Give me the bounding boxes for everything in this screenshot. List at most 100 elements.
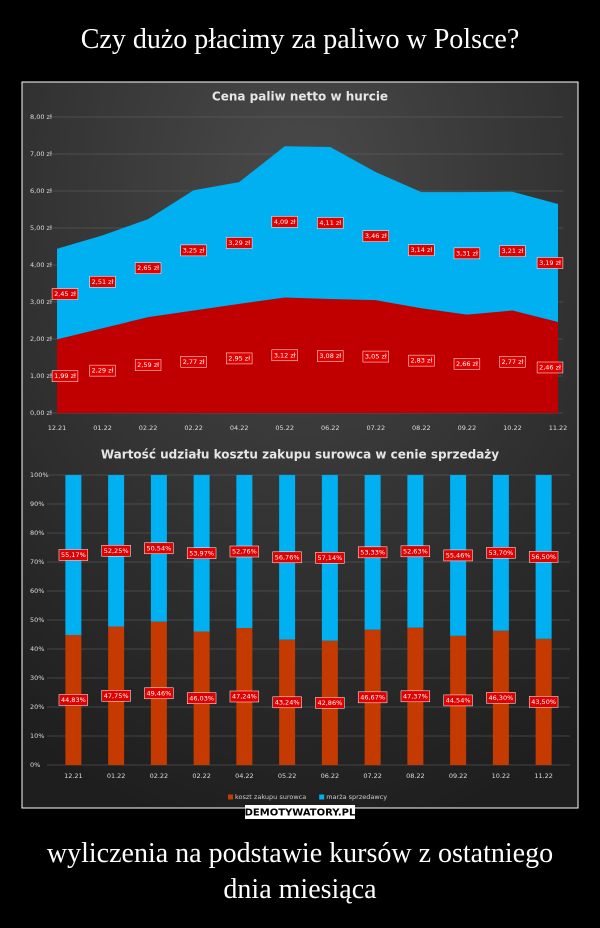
value-label: 3,31 zł [456,249,478,257]
value-label-box [229,690,260,703]
value-label-box [315,697,345,709]
y-tick-label: 4,00 zł [30,261,52,269]
value-label: 46,67% [360,693,385,701]
value-label-box [51,288,79,300]
x-tick-label: 06.22 [321,772,340,780]
x-tick-label: 02.22 [184,424,203,432]
legend-swatch [319,794,325,800]
value-label-box [362,350,389,363]
value-label-box [58,694,89,706]
value-label: 2,66 zł [456,360,478,368]
value-label-box [400,545,431,558]
value-label: 46,30% [488,694,513,702]
y-tick-label: 7,00 zł [30,150,52,158]
value-label: 52,63% [403,547,428,555]
y-tick-label: 70% [30,558,44,566]
y-tick-label: 90% [30,500,44,508]
value-label: 56,50% [531,553,556,561]
value-label-box [272,696,302,709]
value-label-box [186,692,217,705]
value-label: 44,54% [446,696,471,704]
value-label: 2,29 zł [92,367,114,375]
x-tick-label: 06.22 [321,424,340,432]
value-label-box [357,546,388,559]
y-tick-label: 1,00 zł [30,372,52,380]
x-tick-label: 12.21 [48,424,67,432]
value-label-box [536,257,564,269]
x-tick-label: 07.22 [363,772,382,780]
value-label-box [144,542,174,555]
y-tick-label: 10% [30,732,44,740]
value-label-box [226,237,253,249]
y-tick-label: 3,00 zł [30,298,52,306]
value-label-box [317,350,344,362]
x-tick-label: 07.22 [367,424,386,432]
x-tick-label: 04.22 [230,424,249,432]
value-label: 57,14% [317,554,342,562]
x-tick-label: 01.22 [93,424,112,432]
y-tick-label: 0,00 zł [30,409,52,417]
value-label-box [536,361,564,374]
value-label: 47,24% [232,693,257,701]
x-tick-label: 09.22 [458,424,477,432]
watermark: DEMOTYWATORY.PL [245,808,356,819]
value-label-box [486,547,516,559]
value-label: 46,03% [189,694,214,702]
value-label-box [89,364,116,377]
x-tick-label: 11.22 [549,424,568,432]
y-tick-label: 2,00 zł [30,335,52,343]
value-label-box [229,545,260,558]
x-tick-label: 11.22 [534,772,553,780]
value-label: 43,50% [531,698,556,706]
legend-swatch [228,794,233,800]
value-label-box [180,356,207,368]
chart-title: Wartość udziału kosztu zakupu surowca w … [101,448,499,462]
value-label-box [443,549,473,562]
value-label-box [58,549,89,561]
value-label: 3,05 zł [365,353,387,361]
legend-label: marża sprzedawcy [326,793,387,801]
y-tick-label: 5,00 zł [30,224,52,232]
value-label: 3,14 zł [410,246,432,254]
value-label-box [271,349,298,362]
y-tick-label: 60% [30,587,44,595]
value-label-box [271,216,298,228]
value-label: 2,65 zł [137,264,159,272]
value-label-box [51,370,79,382]
y-tick-label: 30% [30,674,44,682]
value-label-box [317,217,344,229]
y-tick-label: 100% [30,471,49,479]
chart-title: Cena paliw netto w hurcie [212,90,388,104]
x-tick-label: 12.21 [64,772,83,780]
value-label-box [408,244,435,256]
value-label-box [357,691,388,704]
value-label: 47,37% [403,692,428,700]
value-label-box [499,245,526,257]
value-label: 55,17% [61,551,86,559]
y-tick-label: 40% [30,645,44,653]
value-label-box [408,354,435,367]
value-label: 1,99 zł [54,372,76,380]
y-tick-label: 0% [30,761,40,769]
value-label: 3,12 zł [274,351,296,359]
y-tick-label: 20% [30,703,44,711]
value-label-box [186,547,217,560]
y-tick-label: 6,00 zł [30,187,52,195]
x-tick-label: 10.22 [503,424,522,432]
x-tick-label: 10.22 [492,772,511,780]
legend-label: koszt zakupu surowca [235,793,306,801]
value-label-box [101,545,131,557]
value-label: 55,46% [446,551,471,559]
value-label-box [400,690,431,703]
x-tick-label: 08.22 [412,424,431,432]
value-label-box [180,244,207,257]
value-label: 2,46 zł [539,363,561,371]
value-label: 3,19 zł [539,259,561,267]
y-tick-label: 8,00 zł [30,113,52,121]
value-label-box [144,687,174,700]
value-label: 2,59 zł [137,361,159,369]
value-label-box [362,230,389,242]
value-label: 56,76% [275,553,300,561]
